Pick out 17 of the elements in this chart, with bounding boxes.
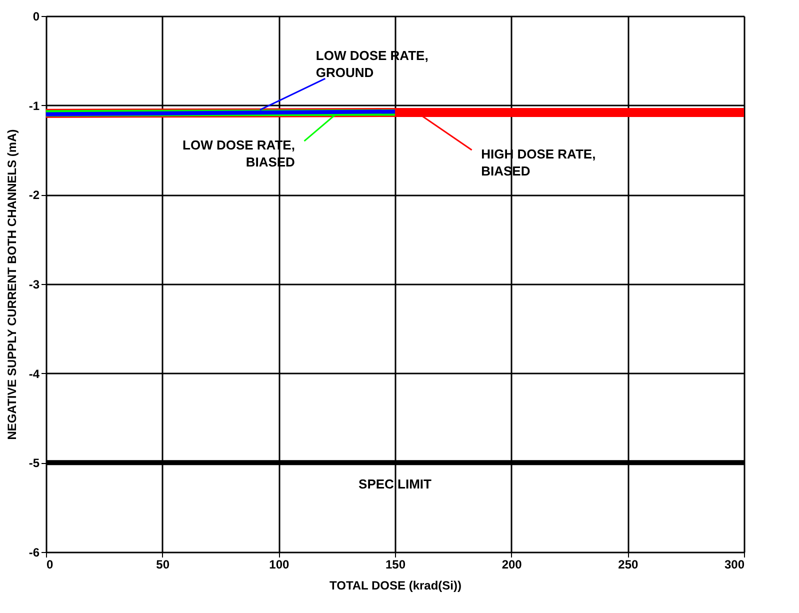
x-tick-label: 0 xyxy=(46,558,54,572)
y-tick-label: -3 xyxy=(28,278,40,292)
y-tick-label: -4 xyxy=(28,366,40,381)
y-axis-title: NEGATIVE SUPPLY CURRENT BOTH CHANNELS (mA) xyxy=(4,129,19,440)
y-tick-label: -5 xyxy=(28,456,40,470)
x-tick-label: 300 xyxy=(724,558,745,572)
y-tick-label: -1 xyxy=(28,98,40,113)
x-tick-label: 50 xyxy=(156,558,170,572)
x-axis-title: TOTAL DOSE (krad(Si)) xyxy=(329,578,462,592)
x-tick-label: 100 xyxy=(269,558,290,572)
x-tick-label: 150 xyxy=(385,558,406,572)
x-tick-label: 200 xyxy=(502,558,522,572)
y-tick-label: 0 xyxy=(32,10,40,24)
x-tick-label: 250 xyxy=(618,558,638,572)
y-tick-label: -6 xyxy=(28,546,40,560)
y-tick-label: -2 xyxy=(28,188,40,202)
ref-line-label: SPEC LIMIT xyxy=(358,476,432,492)
